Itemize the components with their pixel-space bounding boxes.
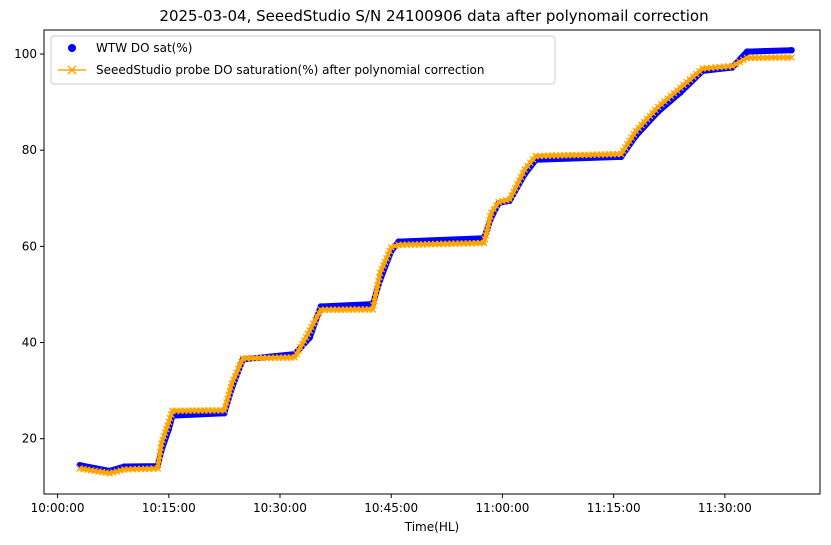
seeed-marker-10-4 (298, 340, 306, 348)
seeed-marker-11-4 (313, 313, 321, 321)
seeed-marker-11-5 (315, 309, 323, 317)
seeed-marker-10-6 (302, 333, 310, 341)
seeed-marker-14-6 (386, 247, 394, 255)
wtw-point-29 (743, 48, 751, 55)
wtw-point-30 (788, 47, 795, 54)
seeed-marker-11-2 (309, 320, 317, 328)
seeed-marker-28-0 (728, 62, 736, 70)
seeed-marker-10-5 (300, 337, 308, 345)
x-axis-label: Time(HL) (404, 520, 459, 534)
seeed-marker-10-7 (304, 330, 312, 338)
legend-marker-wtw (68, 44, 76, 52)
seeed-marker-20-1 (508, 192, 516, 199)
seeed-marker-20-2 (510, 188, 518, 196)
legend-label-seeed: SeeedStudio probe DO saturation(%) after… (96, 63, 485, 77)
seeed-marker-28-2 (736, 58, 744, 66)
seeed-marker-23-3 (623, 140, 631, 148)
y-tick-label-0: 20 (22, 432, 37, 446)
legend-marker-seeed (67, 65, 77, 75)
seeed-marker-14-5 (384, 251, 392, 259)
seeed-marker-20-7 (519, 169, 527, 177)
seeed-marker-23-6 (630, 130, 638, 138)
y-tick-label-4: 100 (14, 47, 37, 61)
seeed-marker-14-1 (378, 265, 386, 273)
x-tick-label-2: 10:30:00 (253, 501, 307, 515)
x-tick-label-3: 10:45:00 (364, 501, 418, 515)
series-seeed-line (79, 55, 792, 476)
seeed-marker-8-0 (228, 379, 236, 387)
seeed-marker-18-2 (492, 202, 500, 210)
seeed-marker-23-5 (628, 134, 636, 142)
seeed-marker-18-0 (487, 209, 495, 217)
x-tick-label-1: 10:15:00 (142, 501, 196, 515)
y-tick-label-1: 40 (22, 336, 37, 350)
seeed-marker-8-4 (234, 365, 242, 373)
seeed-marker-14-2 (379, 262, 387, 269)
x-tick-label-5: 11:15:00 (587, 501, 641, 515)
seeed-marker-10-2 (295, 347, 302, 355)
seeed-marker-10-3 (296, 343, 304, 351)
y-tick-label-2: 60 (22, 239, 37, 253)
seeed-marker-14-4 (383, 254, 390, 262)
x-axis-ticks: 10:00:00 10:15:00 10:30:00 10:45:00 11:00:00… (31, 494, 752, 515)
plot-series (76, 47, 796, 477)
seeed-marker-8-6 (237, 358, 245, 366)
seeed-marker-11-1 (308, 323, 315, 331)
seeed-marker-5-1 (166, 414, 174, 422)
chart-title: 2025-03-04, SeeedStudio S/N 24100906 dat… (159, 7, 708, 25)
seeed-marker-28-1 (732, 60, 740, 68)
seeed-marker-23-1 (619, 147, 627, 155)
x-tick-label-6: 11:30:00 (698, 501, 752, 515)
seeed-marker-20-4 (513, 180, 521, 188)
seeed-marker-23-0 (617, 150, 625, 158)
seeed-marker-14-3 (381, 258, 389, 266)
seeed-marker-8-2 (231, 372, 239, 380)
seeed-marker-10-1 (293, 350, 301, 358)
x-tick-label-0: 10:00:00 (31, 501, 85, 515)
seeed-marker-20-5 (515, 177, 523, 185)
seeed-marker-11-3 (311, 316, 319, 324)
seeed-marker-8-5 (236, 362, 244, 369)
y-axis-ticks: 20 40 60 80 100 (14, 47, 44, 446)
seeed-marker-8-1 (229, 376, 237, 384)
axes-frame (43, 29, 821, 495)
seeed-marker-28-3 (739, 56, 747, 64)
series-seeed (76, 53, 796, 477)
legend-box (50, 35, 556, 85)
legend-label-wtw: WTW DO sat(%) (96, 41, 192, 55)
seeed-marker-20-6 (517, 173, 525, 181)
seeed-marker-18-1 (490, 205, 498, 213)
seeed-marker-11-0 (306, 327, 314, 334)
seeed-marker-8-3 (233, 369, 241, 377)
seeed-marker-23-2 (621, 144, 629, 151)
seeed-marker-20-3 (511, 184, 519, 192)
legend: WTW DO sat(%) SeeedStudio probe DO satur… (50, 35, 556, 85)
y-tick-label-3: 80 (22, 143, 37, 157)
seeed-marker-last (788, 53, 796, 61)
seeed-marker-10-0 (291, 353, 299, 361)
seeed-marker-14-0 (376, 269, 384, 277)
seeed-marker-23-4 (626, 137, 633, 145)
seeed-marker-20-0 (506, 195, 514, 203)
x-tick-label-4: 11:00:00 (475, 501, 529, 515)
